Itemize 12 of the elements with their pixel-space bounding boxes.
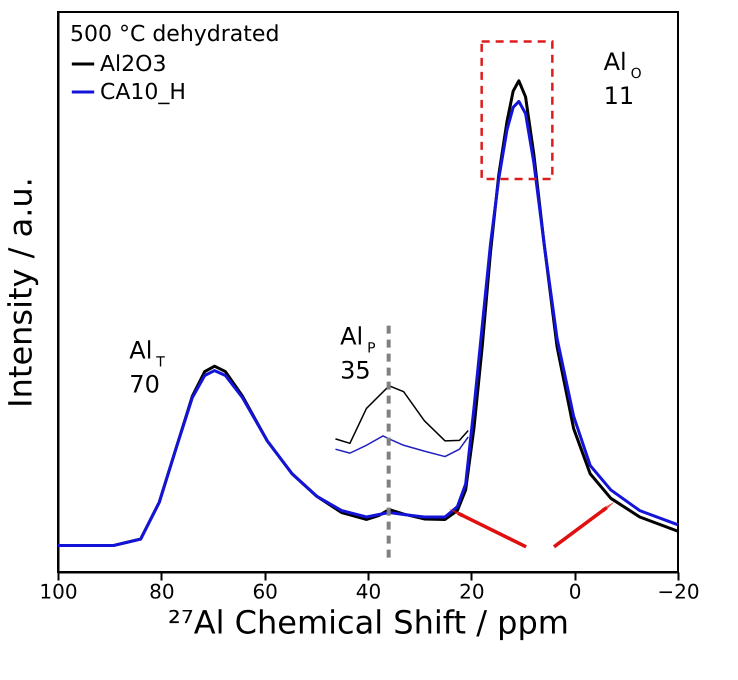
y-axis-title: Intensity / a.u. xyxy=(2,177,40,408)
x-tick-label: 60 xyxy=(252,580,278,604)
x-tick-label: 0 xyxy=(568,580,582,604)
legend-title: 500 °C dehydrated xyxy=(70,22,280,47)
legend-label: CA10_H xyxy=(100,80,186,105)
x-tick-label: −20 xyxy=(657,580,700,604)
x-tick-label: 100 xyxy=(39,580,78,604)
x-tick-label: 20 xyxy=(459,580,485,604)
legend-label: Al2O3 xyxy=(100,52,166,77)
x-tick-label: 40 xyxy=(356,580,382,604)
x-axis-title: ²⁷Al Chemical Shift / ppm xyxy=(168,604,569,642)
x-tick-label: 80 xyxy=(149,580,175,604)
